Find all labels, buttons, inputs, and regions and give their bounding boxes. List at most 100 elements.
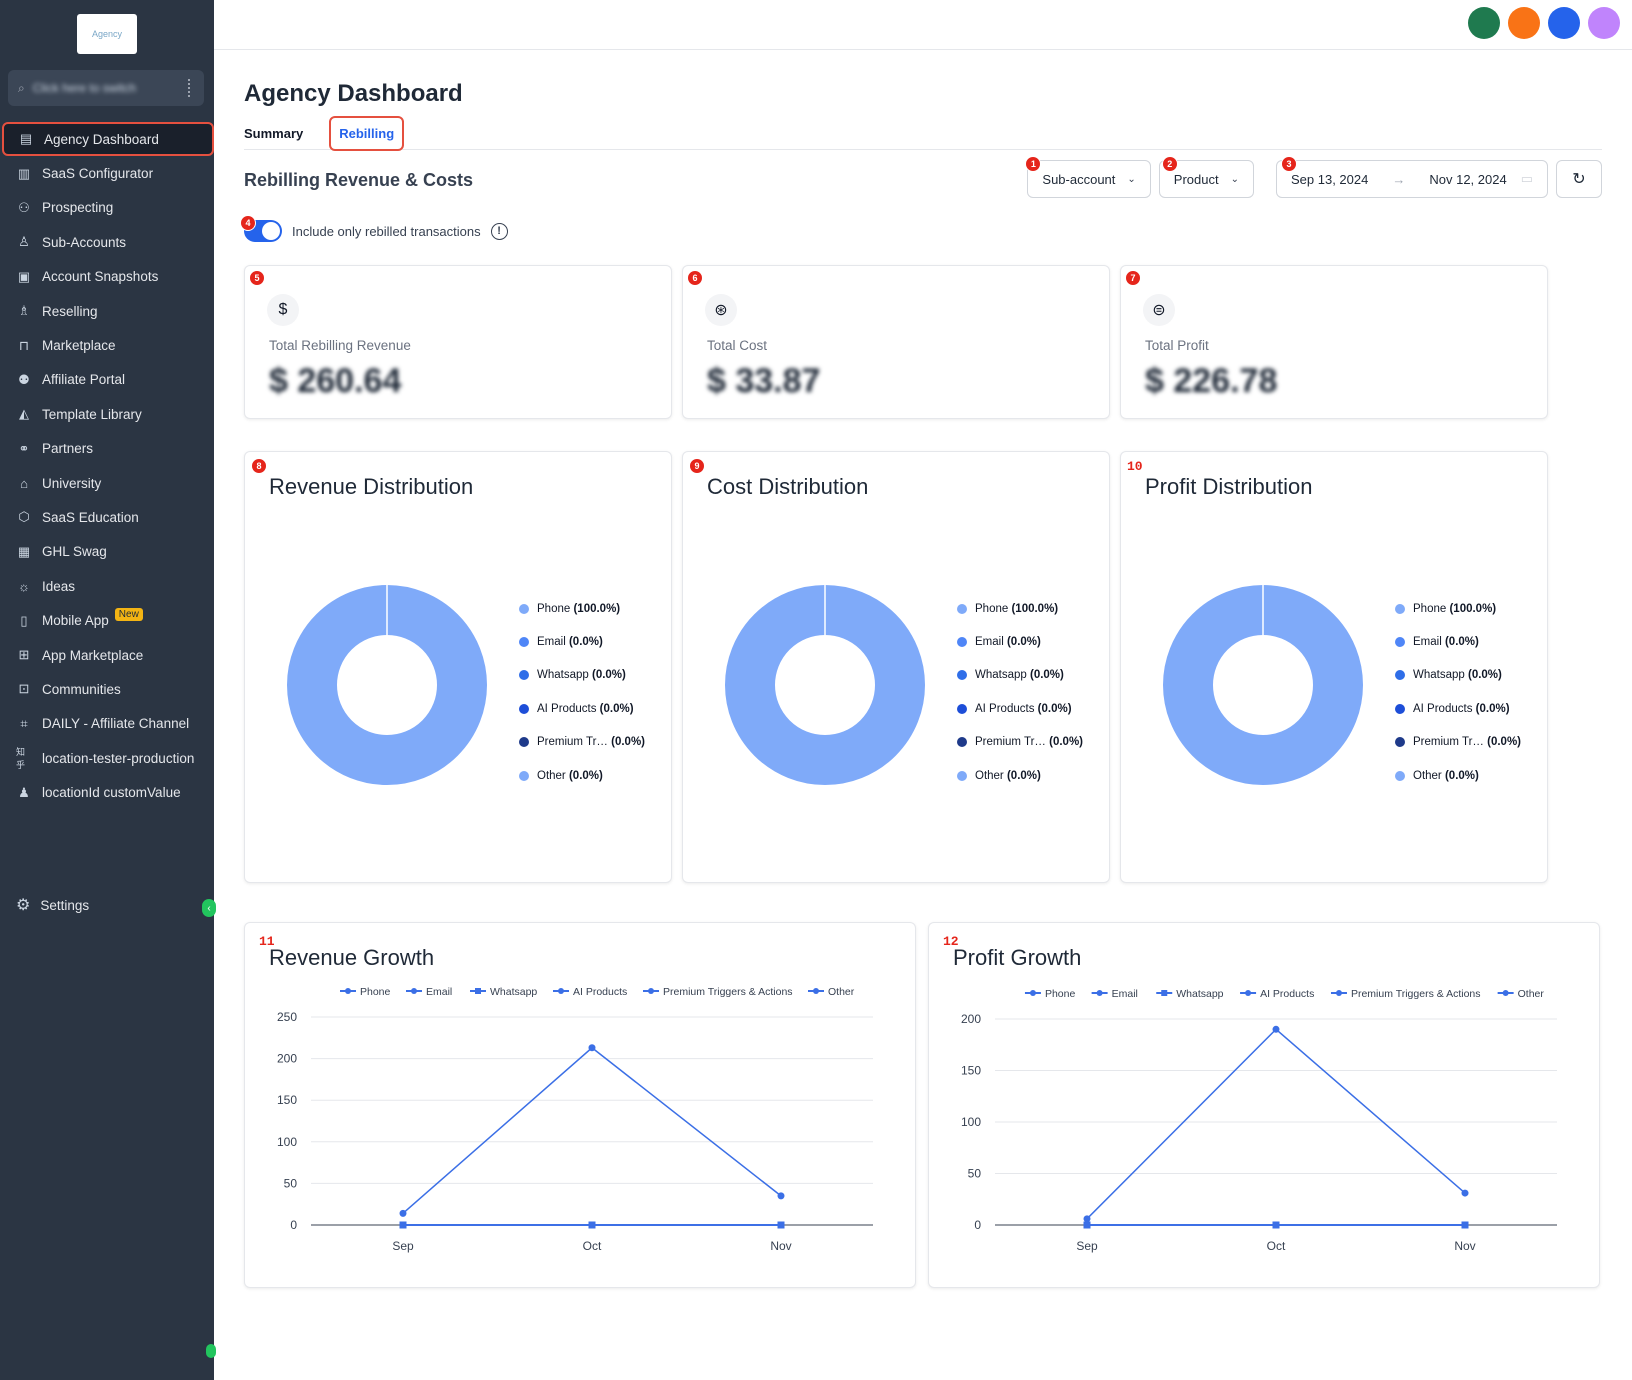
help-icon[interactable] bbox=[1548, 7, 1580, 39]
sidebar-item-settings[interactable]: ⚙ Settings bbox=[16, 895, 89, 915]
sidebar-item-account-snapshots[interactable]: ▣ Account Snapshots bbox=[0, 260, 214, 294]
sidebar-item-reselling[interactable]: ♗ Reselling bbox=[0, 294, 214, 328]
legend-item[interactable]: Phone (100.0%) bbox=[519, 592, 645, 625]
sidebar-item-marketplace[interactable]: ⊓ Marketplace bbox=[0, 328, 214, 362]
chart-legend-item[interactable]: Phone bbox=[340, 986, 391, 998]
legend-item[interactable]: AI Products (0.0%) bbox=[957, 692, 1083, 725]
sidebar-item-university[interactable]: ⌂ University bbox=[0, 466, 214, 500]
sidebar-item-sub-accounts[interactable]: ♙ Sub-Accounts bbox=[0, 225, 214, 259]
legend-item[interactable]: AI Products (0.0%) bbox=[519, 692, 645, 725]
legend-item[interactable]: Email (0.0%) bbox=[1395, 625, 1521, 658]
account-switcher[interactable]: ⌕ Click here to switch bbox=[8, 70, 204, 106]
sidebar-item-app-marketplace[interactable]: ⊞ App Marketplace bbox=[0, 638, 214, 672]
product-filter[interactable]: 2 Product ⌄ bbox=[1158, 156, 1254, 198]
notifications-avatar[interactable] bbox=[1468, 7, 1500, 39]
legend-item[interactable]: Phone (100.0%) bbox=[957, 592, 1083, 625]
legend-item[interactable]: Other (0.0%) bbox=[1395, 759, 1521, 792]
legend-item[interactable]: Email (0.0%) bbox=[957, 625, 1083, 658]
legend-pct: (0.0%) bbox=[1006, 636, 1041, 649]
legend-item[interactable]: Whatsapp (0.0%) bbox=[957, 659, 1083, 692]
data-point[interactable] bbox=[1461, 1221, 1469, 1229]
help-widget-dot[interactable] bbox=[206, 1344, 216, 1358]
new-badge: New bbox=[114, 608, 143, 622]
chart-legend-item[interactable]: Email bbox=[1091, 988, 1138, 1000]
chart-legend-label: Premium Triggers & Actions bbox=[663, 986, 793, 998]
info-icon[interactable]: ! bbox=[490, 222, 508, 240]
graduation-cap-icon: ⌂ bbox=[20, 475, 28, 491]
sidebar-item-affiliate-portal[interactable]: ⚉ Affiliate Portal bbox=[0, 363, 214, 397]
legend-marker bbox=[1502, 990, 1509, 996]
series-line-phone[interactable] bbox=[402, 1046, 782, 1214]
sidebar-item-saas-education[interactable]: ⬡ SaaS Education bbox=[0, 500, 214, 534]
collapse-sidebar-button[interactable]: ‹ bbox=[202, 899, 216, 917]
data-point[interactable] bbox=[777, 1221, 785, 1229]
sidebar-item-label: locationId customValue bbox=[42, 785, 181, 801]
refresh-button[interactable]: ↻ bbox=[1556, 160, 1602, 198]
legend-dot bbox=[1395, 737, 1405, 748]
sidebar-item-saas-configurator[interactable]: ▥ SaaS Configurator bbox=[0, 156, 214, 190]
chart-legend-item[interactable]: AI Products bbox=[1240, 988, 1314, 1000]
refresh-icon: ↻ bbox=[1572, 171, 1586, 188]
tab-summary[interactable]: Summary bbox=[244, 126, 304, 141]
data-point[interactable] bbox=[777, 1192, 785, 1200]
date-range-picker[interactable]: 3 Sep 13, 2024 → Nov 12, 2024 ▭ bbox=[1276, 156, 1548, 198]
legend-pct: (0.0%) bbox=[1487, 736, 1521, 749]
chart-legend-item[interactable]: Whatsapp bbox=[470, 986, 537, 998]
alerts-icon[interactable] bbox=[1508, 7, 1540, 39]
legend-pct: (0.0%) bbox=[599, 702, 634, 715]
legend-item[interactable]: Whatsapp (0.0%) bbox=[519, 659, 645, 692]
sidebar-item-ideas[interactable]: ☼ Ideas bbox=[0, 569, 214, 603]
tab-rebilling[interactable]: Rebilling bbox=[329, 116, 405, 151]
sidebar-item-mobile-app[interactable]: ▯ Mobile App New bbox=[0, 603, 214, 637]
legend-item[interactable]: Whatsapp (0.0%) bbox=[1395, 659, 1521, 692]
handshake-icon: ⚭ bbox=[18, 440, 30, 456]
frame-icon: ⌗ bbox=[20, 715, 28, 731]
agency-logo[interactable]: Agency bbox=[77, 14, 137, 54]
chart-legend-item[interactable]: AI Products bbox=[553, 986, 627, 998]
chart-legend-item[interactable]: Whatsapp bbox=[1156, 988, 1224, 1000]
series-line-phone[interactable] bbox=[1086, 1028, 1466, 1220]
legend-item[interactable]: Phone (100.0%) bbox=[1395, 592, 1521, 625]
subaccount-filter[interactable]: 1 Sub-account ⌄ bbox=[1025, 156, 1151, 198]
user-avatar[interactable] bbox=[1588, 7, 1620, 39]
legend-marker bbox=[1096, 990, 1103, 996]
legend-item[interactable]: Premium Tr… (0.0%) bbox=[957, 726, 1083, 759]
distribution-title: Profit Distribution bbox=[1145, 474, 1313, 499]
chart-legend-item[interactable]: Email bbox=[406, 986, 452, 998]
chart-legend-item[interactable]: Premium Triggers & Actions bbox=[1330, 988, 1481, 1000]
data-point[interactable] bbox=[1083, 1221, 1091, 1229]
data-point[interactable] bbox=[399, 1221, 407, 1229]
sidebar-item-ghl-swag[interactable]: ▦ GHL Swag bbox=[0, 535, 214, 569]
data-point[interactable] bbox=[588, 1044, 596, 1052]
sidebar-item-locationid-customvalue[interactable]: ♟ locationId customValue bbox=[0, 775, 214, 809]
sidebar-item-template-library[interactable]: ◭ Template Library bbox=[0, 397, 214, 431]
data-point[interactable] bbox=[1272, 1025, 1280, 1033]
legend-item[interactable]: Email (0.0%) bbox=[519, 625, 645, 658]
sidebar-item-communities[interactable]: ⊡ Communities bbox=[0, 672, 214, 706]
data-point[interactable] bbox=[588, 1221, 596, 1229]
sidebar-item-daily-affiliate-channel[interactable]: ⌗ DAILY - Affiliate Channel bbox=[0, 707, 214, 741]
sidebar-item-label: SaaS Education bbox=[42, 509, 139, 525]
sidebar-item-agency-dashboard[interactable]: ▤ Agency Dashboard bbox=[2, 122, 214, 157]
sidebar-item-partners[interactable]: ⚭ Partners bbox=[0, 432, 214, 466]
chart-legend-item[interactable]: Other bbox=[1497, 988, 1545, 1000]
data-point[interactable] bbox=[399, 1209, 407, 1217]
chart-legend-item[interactable]: Phone bbox=[1024, 988, 1076, 1000]
legend-dot bbox=[1395, 637, 1405, 648]
legend-item[interactable]: Other (0.0%) bbox=[957, 759, 1083, 792]
distribution-legend: Phone (100.0%) Email (0.0%) Whatsapp (0.0%… bbox=[1395, 592, 1521, 792]
sidebar-item-prospecting[interactable]: ⚇ Prospecting bbox=[0, 191, 214, 225]
chart-legend-item[interactable]: Other bbox=[808, 986, 855, 998]
legend-dot bbox=[1395, 670, 1405, 681]
data-point[interactable] bbox=[1083, 1215, 1091, 1223]
chart-legend-item[interactable]: Premium Triggers & Actions bbox=[643, 986, 793, 998]
legend-text: Phone (100.0%) bbox=[975, 603, 1058, 615]
data-point[interactable] bbox=[1461, 1189, 1469, 1197]
legend-item[interactable]: Premium Tr… (0.0%) bbox=[1395, 726, 1521, 759]
data-point[interactable] bbox=[1272, 1221, 1280, 1229]
legend-item[interactable]: Other (0.0%) bbox=[519, 759, 645, 792]
legend-item[interactable]: Premium Tr… (0.0%) bbox=[519, 726, 645, 759]
bag-icon: ⊓ bbox=[18, 337, 30, 353]
sidebar-item-location-tester-production[interactable]: 知乎 location-tester-production bbox=[0, 741, 214, 775]
legend-item[interactable]: AI Products (0.0%) bbox=[1395, 692, 1521, 725]
